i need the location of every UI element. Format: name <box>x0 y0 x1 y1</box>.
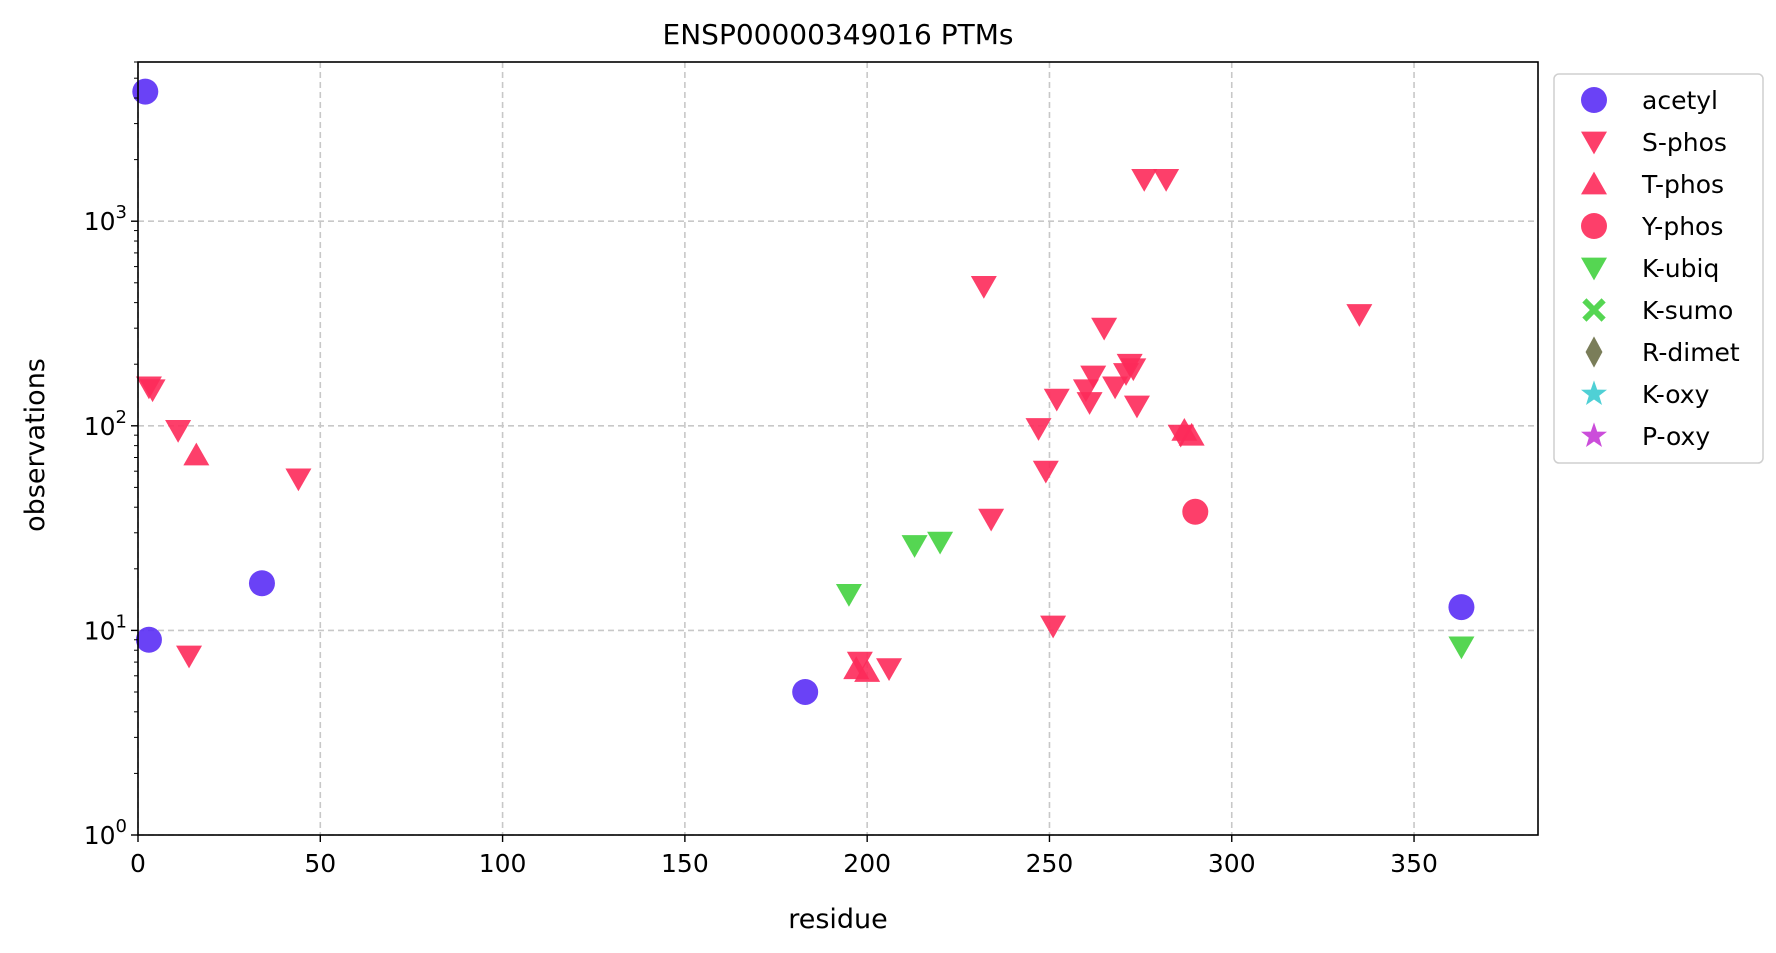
legend-marker-acetyl <box>1581 87 1607 113</box>
point-s-phos <box>285 468 312 492</box>
legend-marker-p-oxy <box>1581 422 1607 447</box>
point-t-phos <box>1178 422 1205 446</box>
x-tick-label: 50 <box>304 849 336 878</box>
point-s-phos <box>176 645 203 669</box>
y-tick-exponent: 2 <box>116 407 127 428</box>
point-y-phos <box>1182 498 1209 525</box>
x-tick-label: 250 <box>1026 849 1074 878</box>
point-k-ubiq <box>835 583 862 607</box>
point-t-phos <box>183 442 210 466</box>
point-k-ubiq <box>1448 636 1475 660</box>
point-s-phos <box>1043 388 1070 412</box>
point-s-phos <box>1123 395 1150 419</box>
point-acetyl <box>248 570 275 597</box>
legend-label-p-oxy: P-oxy <box>1642 422 1710 451</box>
legend-label-acetyl: acetyl <box>1642 86 1718 115</box>
legend-label-t-phos: T-phos <box>1641 170 1724 199</box>
y-tick-base: 10 <box>84 207 116 236</box>
legend-marker-r-dimet <box>1585 336 1603 368</box>
y-tick-exponent: 1 <box>116 611 127 632</box>
point-s-phos <box>1080 365 1107 389</box>
legend-label-r-dimet: R-dimet <box>1642 338 1740 367</box>
legend-marker-t-phos <box>1581 171 1607 195</box>
y-tick-base: 10 <box>84 412 116 441</box>
legend: acetyl S-phos T-phos Y-phos K-ubiq K-sumo R-di… <box>1553 73 1764 464</box>
point-s-phos <box>1346 304 1373 327</box>
point-t-phos <box>854 659 881 682</box>
legend-marker-k-oxy <box>1581 380 1607 405</box>
y-tick-label: 101 <box>84 611 127 645</box>
x-tick-label: 300 <box>1208 849 1256 878</box>
y-axis-label: observations <box>20 358 51 532</box>
y-tick-exponent: 0 <box>116 816 127 837</box>
point-s-phos <box>139 379 166 403</box>
x-tick-label: 100 <box>479 849 527 878</box>
point-s-phos <box>876 658 903 682</box>
y-tick-base: 10 <box>84 821 116 850</box>
point-acetyl <box>1448 594 1475 621</box>
point-s-phos <box>1025 418 1052 441</box>
grid <box>137 62 1538 836</box>
point-s-phos <box>1153 169 1180 192</box>
point-s-phos <box>1131 169 1158 192</box>
legend-marker-s-phos <box>1581 131 1607 155</box>
chart-title: ENSP00000349016 PTMs <box>663 18 1014 51</box>
point-s-phos <box>1091 317 1118 341</box>
point-s-phos <box>1040 615 1067 639</box>
point-s-phos <box>1102 376 1129 400</box>
point-s-phos <box>1032 460 1059 484</box>
plot-frame <box>137 61 1539 836</box>
legend-label-s-phos: S-phos <box>1642 128 1727 157</box>
x-axis-label: residue <box>788 904 888 935</box>
y-tick-label: 103 <box>84 202 127 236</box>
y-tick-base: 10 <box>84 616 116 645</box>
legend-label-k-sumo: K-sumo <box>1642 296 1733 325</box>
point-s-phos <box>970 276 997 299</box>
legend-label-k-oxy: K-oxy <box>1642 380 1710 409</box>
legend-marker-k-ubiq <box>1581 257 1607 281</box>
point-acetyl <box>135 626 162 653</box>
y-tick-label: 102 <box>84 407 127 441</box>
legend-box <box>1553 73 1764 464</box>
data-points <box>132 78 1475 705</box>
point-acetyl <box>792 678 819 705</box>
legend-label-k-ubiq: K-ubiq <box>1642 254 1719 283</box>
x-tick-label: 350 <box>1390 849 1438 878</box>
legend-marker-y-phos <box>1581 213 1607 239</box>
point-s-phos <box>165 419 192 443</box>
point-k-ubiq <box>927 531 954 555</box>
x-tick-label: 200 <box>843 849 891 878</box>
point-acetyl <box>132 78 159 105</box>
y-tick-exponent: 3 <box>116 202 127 223</box>
point-s-phos <box>1120 358 1147 382</box>
legend-marker-k-sumo <box>1582 298 1606 322</box>
point-s-phos <box>1076 392 1103 415</box>
x-tick-label: 0 <box>130 849 146 878</box>
y-tick-label: 100 <box>84 816 127 850</box>
x-tick-label: 150 <box>661 849 709 878</box>
point-k-ubiq <box>901 535 928 558</box>
point-s-phos <box>978 508 1005 532</box>
legend-label-y-phos: Y-phos <box>1641 212 1723 241</box>
